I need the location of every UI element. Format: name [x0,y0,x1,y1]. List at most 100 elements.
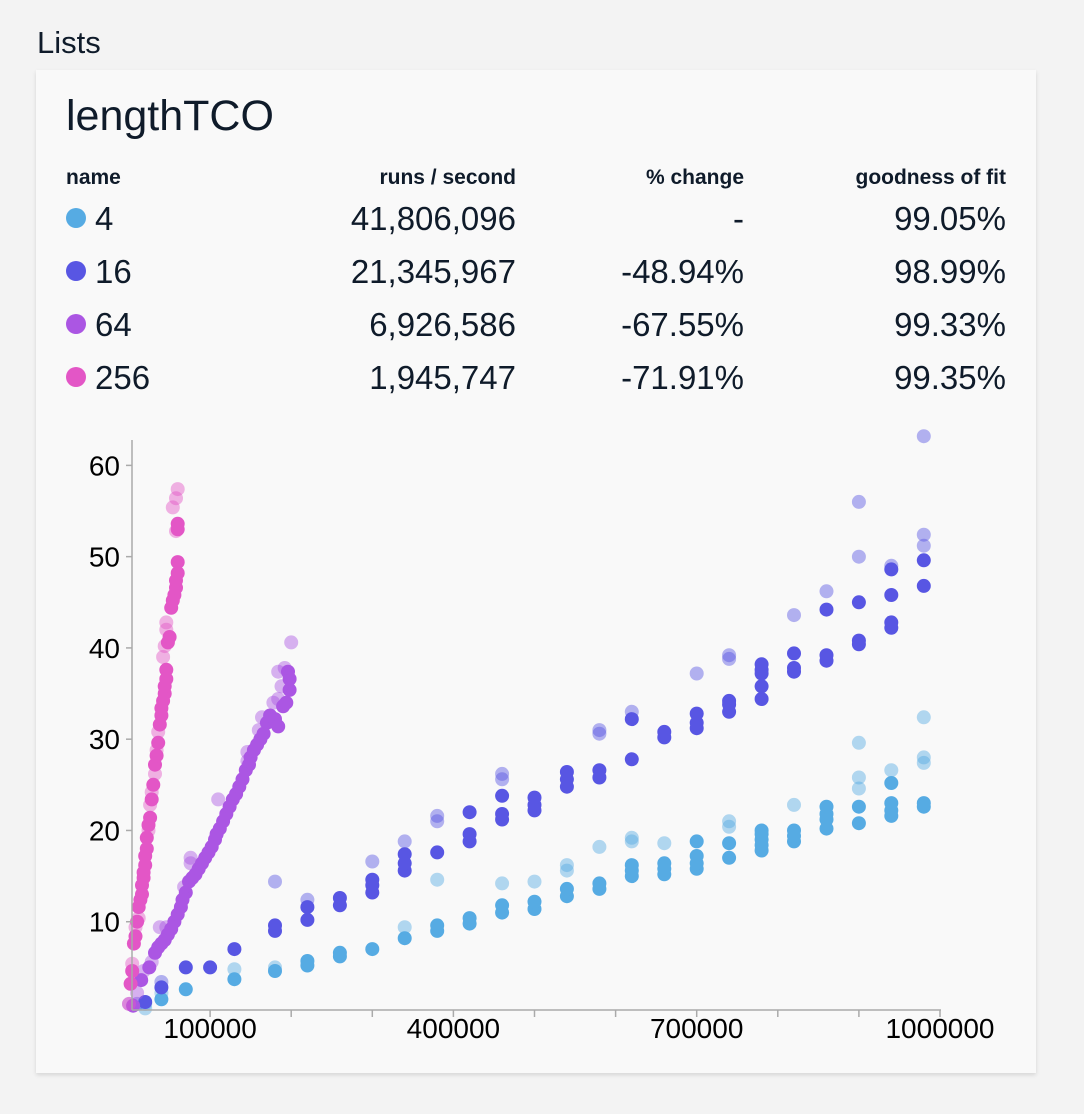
data-point [183,850,198,865]
data-point [592,876,607,891]
data-point [884,763,899,778]
data-point [527,790,542,805]
data-point [138,995,153,1009]
legend-dot-icon [66,366,86,387]
data-point [657,856,672,871]
data-point [154,980,169,995]
data-point [159,662,174,677]
data-point [689,834,704,849]
data-point [884,562,899,577]
data-point [559,858,574,873]
data-point [277,661,292,675]
data-point [787,661,801,675]
data-point [787,608,801,623]
data-point [787,646,801,661]
data-point [851,494,866,509]
data-point [689,849,704,863]
data-point [884,615,899,630]
table-row: 16 21,345,967 -48.94% 98.99% [66,245,1006,298]
data-point [689,666,704,681]
legend-dot-icon [66,313,86,334]
data-point [170,566,185,581]
table-row: 256 1,945,747 -71.91% 99.35% [66,351,1006,404]
data-point [165,500,180,515]
data-point [916,755,931,770]
data-point [722,814,737,829]
percent-change-value: -67.55% [621,305,744,343]
data-point [884,776,899,790]
legend-dot-icon [66,207,86,228]
series-256 [122,482,185,1011]
data-point [139,830,154,845]
data-point [332,891,347,905]
data-point [274,679,289,694]
data-point [916,429,931,444]
table-row: 4 41,806,096 - 99.05% [66,192,1006,245]
data-point [916,578,931,593]
data-point [884,558,899,573]
data-point [851,633,866,648]
data-point [689,706,704,721]
points-layer [122,429,931,1016]
x-tick-label: 100000 [163,1013,256,1044]
data-point [279,695,294,710]
data-point [592,726,607,741]
data-point [787,823,801,838]
data-point [144,792,159,807]
data-point [256,726,271,741]
data-point [657,724,672,739]
data-point [123,976,138,991]
data-point [332,945,347,960]
data-point [211,792,226,807]
data-point [430,814,445,829]
data-point [282,682,297,697]
data-point [126,998,141,1013]
percent-change-value: - [733,199,744,237]
data-point [131,911,146,926]
data-point [139,841,154,856]
data-point [495,788,510,803]
data-point [851,781,866,796]
data-point [178,960,193,975]
data-point [134,973,149,988]
data-point [130,914,145,929]
data-point [624,712,639,727]
data-point [559,881,574,896]
axes-layer: 10 20 30 40 50 60 100000 400000 700000 1000000 [89,440,995,1044]
data-point [884,588,899,602]
runs-per-second-value: 21,345,967 [350,252,516,290]
runs-per-second-value: 1,945,747 [369,358,516,396]
data-point [624,830,639,845]
data-point [227,972,242,987]
data-point [819,648,834,663]
data-point [851,595,866,610]
y-tick-label: 30 [89,724,120,755]
y-tick-label: 40 [89,633,120,664]
data-point [527,894,542,909]
data-point [170,555,185,570]
percent-change-value: -71.91% [621,358,744,396]
data-point [592,763,607,778]
y-tick-label: 10 [89,907,120,938]
data-point [592,723,607,738]
data-point [268,918,282,933]
data-point [146,777,161,792]
data-point [227,942,242,957]
data-point [397,931,412,946]
y-tick-label: 20 [89,815,120,846]
data-point [495,876,510,891]
legend-dot-icon [66,260,86,281]
data-point [592,839,607,854]
data-point [754,823,769,838]
data-point [462,827,477,842]
data-point [170,482,185,497]
data-point [495,766,510,781]
data-point [159,615,174,630]
data-point [527,874,542,889]
results-header-row: name runs / second % change goodness of … [66,164,1006,192]
data-point [365,942,380,957]
data-point [624,858,639,873]
data-point [271,719,286,734]
data-point [154,992,169,1007]
series-64 [122,635,299,1013]
